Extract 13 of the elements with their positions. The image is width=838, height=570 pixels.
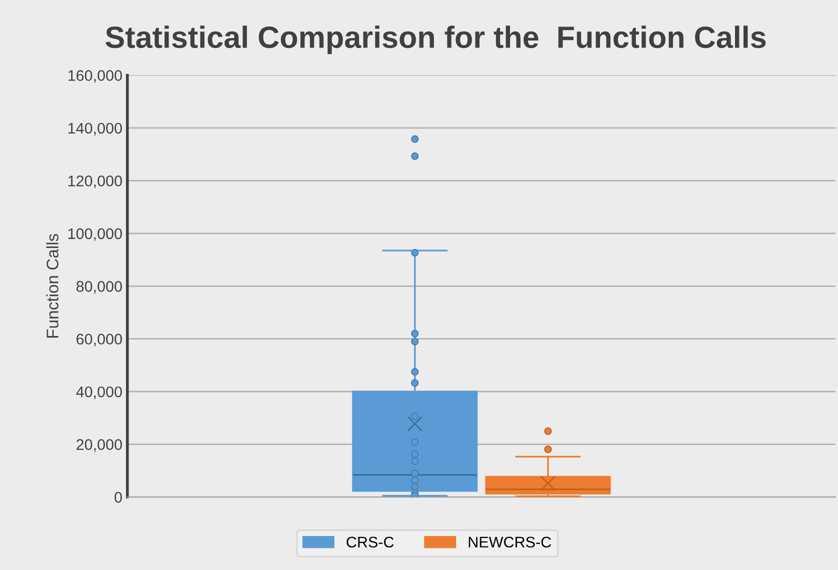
legend-label: NEWCRS-C — [468, 536, 552, 548]
y-tick-label: 40,000 — [76, 386, 122, 400]
y-tick-label: 140,000 — [68, 122, 122, 136]
y-tick-label: 160,000 — [68, 70, 122, 83]
y-tick-label: 0 — [114, 492, 122, 503]
chart-title: Statistical Comparison for the Function Calls — [106, 26, 766, 54]
y-tick-label: 100,000 — [68, 228, 122, 241]
y-tick-label: 80,000 — [76, 281, 122, 294]
y-tick-label: 20,000 — [76, 439, 122, 452]
y-tick-label: 120,000 — [68, 176, 122, 188]
y-tick-label: 60,000 — [76, 334, 122, 346]
y-axis-title: Function Calls — [46, 234, 58, 338]
legend-label: CRS-C — [346, 536, 394, 548]
